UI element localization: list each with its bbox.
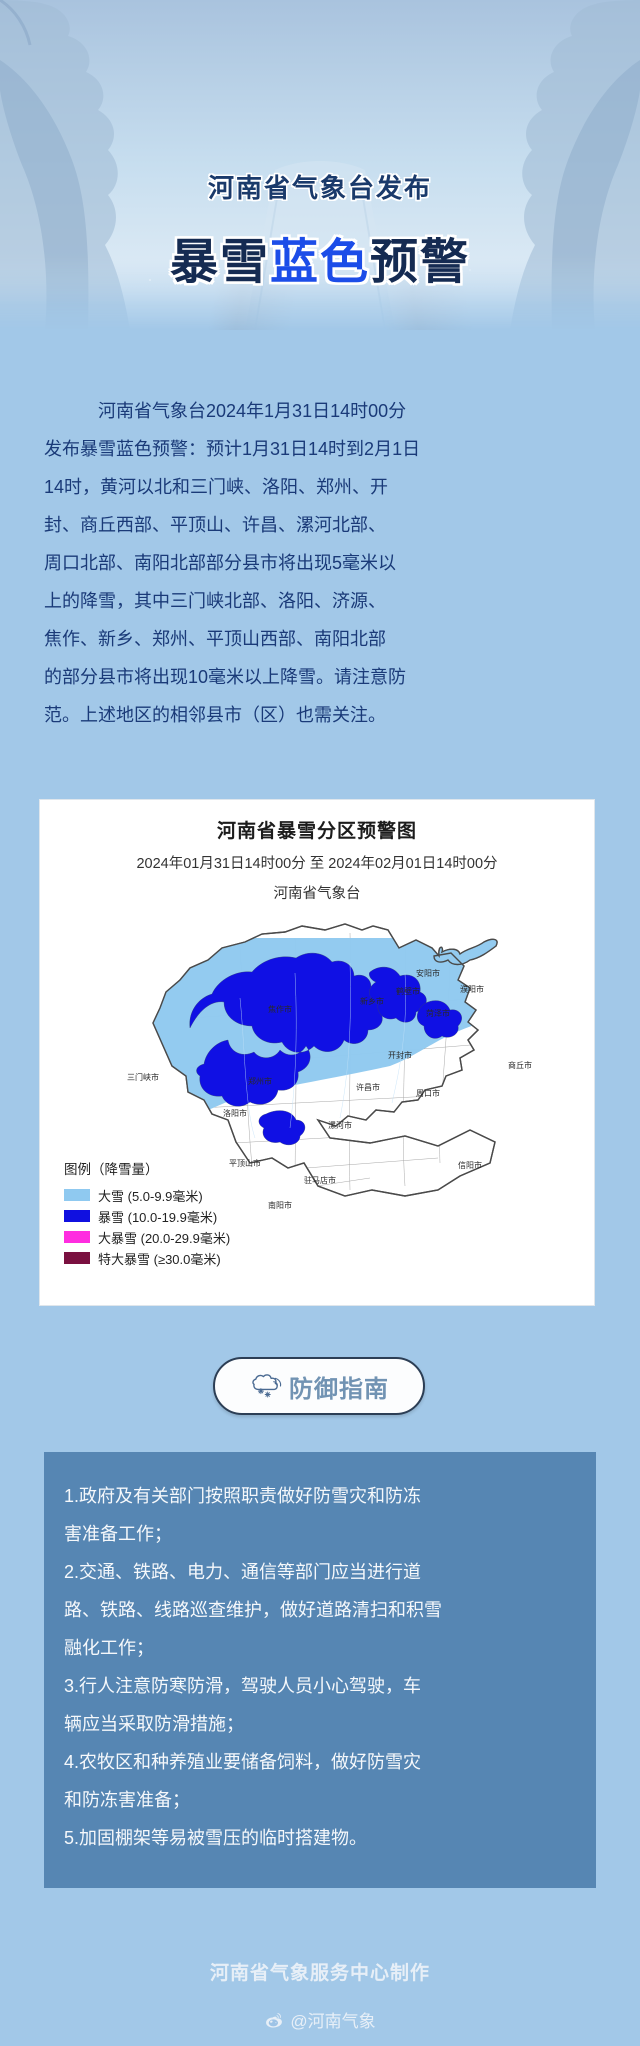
svg-text:菏泽市: 菏泽市 bbox=[426, 1008, 450, 1018]
svg-text:驻马店市: 驻马店市 bbox=[304, 1175, 336, 1185]
svg-text:安阳市: 安阳市 bbox=[416, 968, 440, 978]
svg-text:商丘市: 商丘市 bbox=[508, 1060, 532, 1070]
svg-text:开封市: 开封市 bbox=[388, 1050, 412, 1060]
svg-text:郑州市: 郑州市 bbox=[248, 1076, 272, 1086]
svg-text:鹤壁市: 鹤壁市 bbox=[396, 986, 420, 996]
svg-text:信阳市: 信阳市 bbox=[458, 1160, 482, 1170]
svg-text:周口市: 周口市 bbox=[416, 1088, 440, 1098]
svg-text:新乡市: 新乡市 bbox=[360, 996, 384, 1006]
svg-text:漯河市: 漯河市 bbox=[328, 1120, 352, 1130]
svg-text:平顶山市: 平顶山市 bbox=[229, 1158, 261, 1168]
svg-text:许昌市: 许昌市 bbox=[356, 1082, 380, 1092]
svg-text:濮阳市: 濮阳市 bbox=[460, 984, 484, 994]
svg-text:洛阳市: 洛阳市 bbox=[223, 1108, 247, 1118]
svg-text:三门峡市: 三门峡市 bbox=[127, 1072, 159, 1082]
svg-text:焦作市: 焦作市 bbox=[268, 1004, 292, 1014]
svg-text:南阳市: 南阳市 bbox=[268, 1200, 292, 1210]
